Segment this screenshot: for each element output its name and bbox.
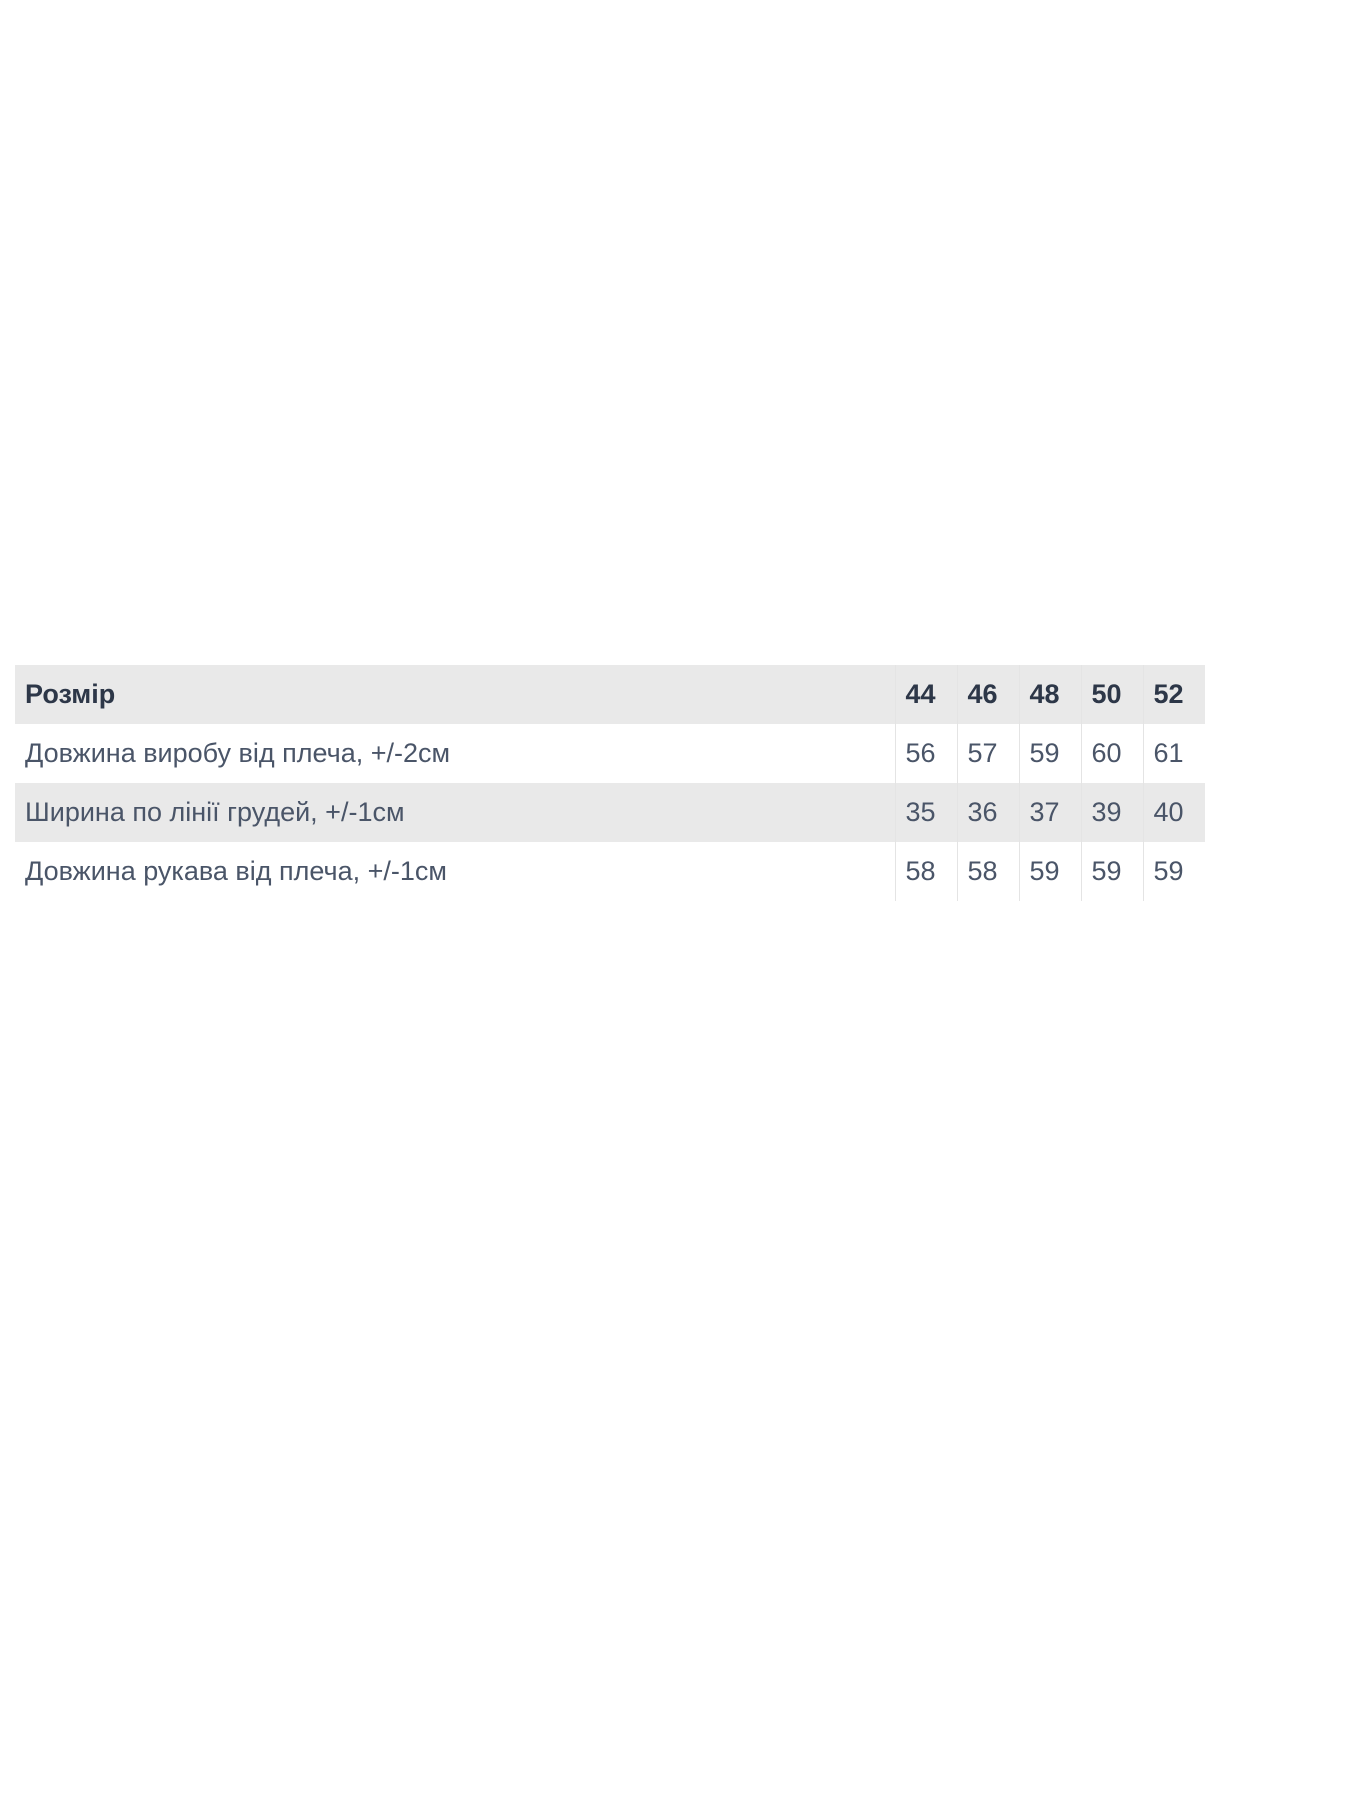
row-value-chest-width-46: 36 (957, 783, 1019, 842)
size-chart-table-container: Розмір 44 46 48 50 52 Довжина виробу від… (15, 665, 1205, 901)
row-value-sleeve-length-48: 59 (1019, 842, 1081, 901)
row-value-length-from-shoulder-44: 56 (895, 724, 957, 783)
row-value-chest-width-50: 39 (1081, 783, 1143, 842)
size-header-52: 52 (1143, 665, 1205, 724)
size-header-44: 44 (895, 665, 957, 724)
row-value-chest-width-44: 35 (895, 783, 957, 842)
size-header-46: 46 (957, 665, 1019, 724)
row-value-length-from-shoulder-50: 60 (1081, 724, 1143, 783)
table-row: Довжина рукава від плеча, +/-1см 58 58 5… (15, 842, 1205, 901)
row-value-sleeve-length-52: 59 (1143, 842, 1205, 901)
size-header-50: 50 (1081, 665, 1143, 724)
row-label-length-from-shoulder: Довжина виробу від плеча, +/-2см (15, 724, 895, 783)
size-header-48: 48 (1019, 665, 1081, 724)
row-value-chest-width-52: 40 (1143, 783, 1205, 842)
row-value-sleeve-length-44: 58 (895, 842, 957, 901)
row-value-sleeve-length-50: 59 (1081, 842, 1143, 901)
row-value-sleeve-length-46: 58 (957, 842, 1019, 901)
table-row: Довжина виробу від плеча, +/-2см 56 57 5… (15, 724, 1205, 783)
row-value-chest-width-48: 37 (1019, 783, 1081, 842)
row-label-sleeve-length: Довжина рукава від плеча, +/-1см (15, 842, 895, 901)
table-row: Ширина по лінії грудей, +/-1см 35 36 37 … (15, 783, 1205, 842)
row-label-chest-width: Ширина по лінії грудей, +/-1см (15, 783, 895, 842)
size-chart-page: { "size_table": { "header": { "label": "… (0, 0, 1350, 1800)
table-header-row: Розмір 44 46 48 50 52 (15, 665, 1205, 724)
size-header-label: Розмір (15, 665, 895, 724)
row-value-length-from-shoulder-52: 61 (1143, 724, 1205, 783)
size-chart-table: Розмір 44 46 48 50 52 Довжина виробу від… (15, 665, 1205, 901)
row-value-length-from-shoulder-48: 59 (1019, 724, 1081, 783)
row-value-length-from-shoulder-46: 57 (957, 724, 1019, 783)
